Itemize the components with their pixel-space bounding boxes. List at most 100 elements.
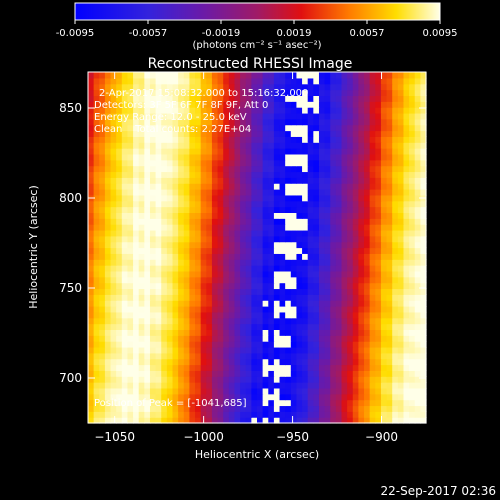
heatmap-cell [273,72,281,79]
heatmap-cell [364,311,371,319]
heatmap-cell [172,376,179,383]
heatmap-cell [409,212,416,219]
heatmap-cell [217,183,224,190]
heatmap-cell [195,411,202,418]
heatmap-cell [217,130,224,137]
heatmap-cell [341,83,348,91]
heatmap-cell [257,218,264,225]
heatmap-cell [138,183,145,190]
heatmap-cell [206,335,213,342]
heatmap-cell [93,183,100,190]
heatmap-cell [189,282,196,290]
heatmap-cell [110,241,117,249]
heatmap-cell [324,335,331,342]
heatmap-cell [302,335,309,342]
heatmap-cell [335,124,343,132]
heatmap-cell [273,382,281,389]
heatmap-cell [279,294,286,301]
heatmap-cell [307,229,314,237]
heatmap-cell [268,346,275,354]
heatmap-cell [364,282,371,290]
heatmap-cell [183,212,190,219]
heatmap-cell [313,72,320,79]
heatmap-cell [155,346,162,354]
heatmap-cell [104,218,112,225]
heatmap-cell [234,224,241,231]
heatmap-cell [195,300,202,307]
heatmap-cell [104,118,112,126]
heatmap-cell [195,306,202,313]
heatmap-cell [195,399,202,407]
heatmap-cell [200,148,207,155]
heatmap-cell [251,364,258,371]
heatmap-cell [296,311,303,319]
heatmap-cell [104,300,112,307]
heatmap-cell [172,387,179,395]
heatmap-cell [364,247,371,254]
heatmap-cell [290,364,298,371]
heatmap-cell [375,206,382,213]
heatmap-cell [138,265,145,272]
heatmap-cell [155,276,162,284]
heatmap-cell [211,177,219,184]
heatmap-cell [240,159,247,167]
heatmap-cell [409,107,416,114]
heatmap-cell [375,229,382,237]
heatmap-cell [352,247,359,254]
heatmap-cell [347,148,354,155]
heatmap-cell [99,329,106,336]
heatmap-cell [121,229,129,237]
heatmap-cell [155,136,162,143]
heatmap-cell [144,107,151,114]
heatmap-cell [290,118,298,126]
heatmap-cell [116,276,123,284]
heatmap-cell [409,346,416,354]
heatmap-cell [279,276,286,284]
heatmap-cell [149,77,157,85]
heatmap-cell [104,112,112,120]
heatmap-cell [93,171,100,178]
heatmap-cell [121,206,129,213]
heatmap-cell [200,218,207,225]
heatmap-cell [386,382,393,389]
heatmap-cell [178,159,185,167]
heatmap-cell [369,346,376,354]
heatmap-cell [228,300,236,307]
heatmap-cell [99,393,106,401]
heatmap-cell [223,72,230,79]
heatmap-cell [88,323,95,330]
heatmap-cell [273,194,281,202]
heatmap-cell [358,148,365,155]
heatmap-cell [307,235,314,243]
heatmap-cell [268,83,275,91]
heatmap-cell [223,294,230,301]
heatmap-cell [279,352,286,360]
heatmap-cell [296,130,303,137]
heatmap-cell [155,159,162,167]
heatmap-cell [189,118,196,126]
heatmap-cell [121,171,129,178]
heatmap-cell [273,189,281,196]
heatmap-cell [110,358,117,366]
heatmap-cell [195,148,202,155]
heatmap-cell [251,270,258,278]
heatmap-cell [414,294,421,301]
heatmap-cell [364,200,371,208]
heatmap-cell [172,77,179,85]
heatmap-cell [285,136,292,143]
heatmap-cell [268,382,275,389]
heatmap-cell [290,323,298,330]
heatmap-cell [234,148,241,155]
heatmap-cell [189,259,196,266]
heatmap-cell [324,276,331,284]
heatmap-cell [285,288,292,295]
heatmap-cell [88,346,95,354]
heatmap-cell [144,259,151,266]
heatmap-cell [240,317,247,325]
heatmap-cell [341,183,348,190]
heatmap-cell [149,399,157,407]
heatmap-cell [206,77,213,85]
heatmap-cell [347,317,354,325]
heatmap-cell [189,346,196,354]
heatmap-cell [273,247,281,254]
